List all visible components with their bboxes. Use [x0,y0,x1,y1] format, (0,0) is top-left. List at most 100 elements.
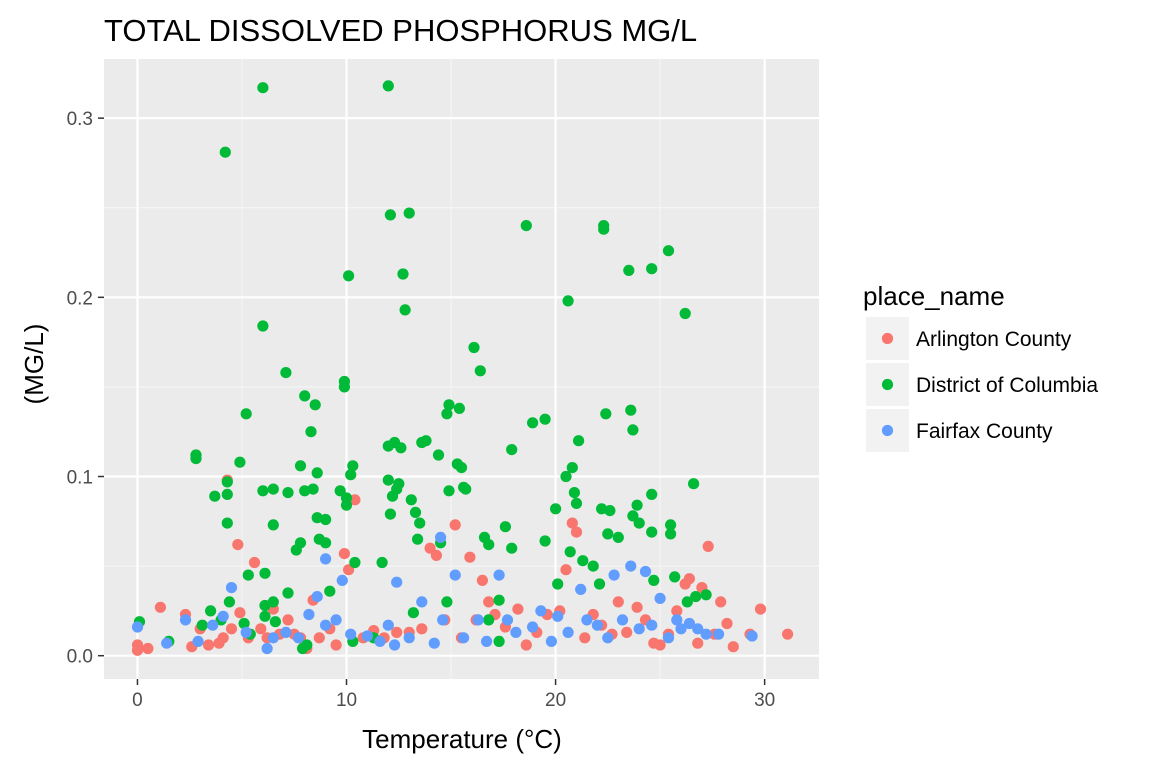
data-point [746,630,758,642]
data-point [154,601,166,613]
data-point [393,478,405,490]
data-point [577,555,589,567]
data-point [259,567,271,579]
data-point [343,564,355,576]
data-point [727,641,739,653]
data-point [257,320,269,332]
data-point [309,399,321,411]
data-point [665,528,677,540]
data-point [612,531,624,544]
data-point [506,444,518,456]
data-point [320,553,332,565]
data-point [721,617,733,630]
data-point [493,569,505,581]
data-point [361,630,373,642]
legend-label: Fairfax County [916,420,1053,443]
data-point [207,619,219,631]
data-point [437,614,449,626]
legend-item: Arlington County [866,317,1072,360]
data-point [261,642,273,655]
legend: place_name Arlington County District of C… [863,281,1098,452]
data-point [389,639,401,651]
data-point [476,574,488,587]
data-point [223,596,235,608]
data-point [397,268,409,280]
data-point [391,626,403,639]
data-point [646,619,658,631]
data-point [320,513,332,526]
data-point [232,539,244,551]
data-point [131,644,144,656]
data-point [196,619,208,631]
data-point [575,583,587,596]
data-point [539,413,551,425]
data-point [587,560,599,572]
data-point [654,592,666,605]
data-point [483,614,495,626]
data-point [552,610,564,622]
data-point [412,533,424,545]
data-point [598,223,610,235]
data-point [472,614,484,626]
data-point [552,578,564,590]
data-point [550,503,562,515]
data-point [681,596,693,608]
data-point [131,621,144,633]
data-point [313,632,325,644]
data-point [455,462,468,474]
data-point [234,456,246,468]
data-point [217,610,229,622]
x-tick-label: 10 [336,690,357,711]
legend-marker [881,424,894,437]
data-point [301,639,313,651]
y-tick-label: 0.2 [67,288,93,309]
data-point [240,408,252,420]
x-tick-label: 30 [754,690,775,711]
data-point [662,632,675,644]
data-point [225,623,238,635]
data-point [225,582,238,594]
data-point [190,453,202,465]
data-point [671,605,683,617]
data-point [311,512,323,524]
data-point [221,517,233,529]
data-point [382,474,394,486]
data-point [560,564,572,576]
data-point [338,381,350,393]
data-point [493,635,505,648]
legend-label: District of Columbia [916,374,1098,397]
data-point [692,623,704,635]
data-point [683,617,696,630]
x-axis-title: Temperature (°C) [362,724,562,754]
data-point [602,632,614,644]
data-point [221,488,233,500]
data-point [414,517,426,529]
chart-title: TOTAL DISSOLVED PHOSPHORUS MG/L [104,13,697,48]
data-point [700,628,712,640]
data-point [349,556,361,569]
data-point [305,426,317,438]
data-point [468,341,480,354]
data-point [303,608,315,621]
data-point [566,462,578,474]
data-point [299,485,311,497]
data-point [345,628,357,640]
data-point [702,540,714,553]
data-point [481,635,493,648]
data-point [639,565,652,578]
data-point [294,460,307,472]
data-point [292,632,304,644]
data-point [179,614,192,626]
data-point [625,404,637,416]
data-point [330,614,342,626]
axes: 0 10 20 30 0.0 0.1 0.2 0.3 [67,109,776,711]
data-point [267,483,279,495]
data-point [627,510,639,522]
data-point [458,632,470,644]
data-point [347,460,359,472]
data-point [474,365,486,377]
data-point [591,619,604,631]
data-point [527,621,539,633]
legend-items: Arlington County District of Columbia Fair… [866,317,1098,452]
data-point [512,603,524,615]
